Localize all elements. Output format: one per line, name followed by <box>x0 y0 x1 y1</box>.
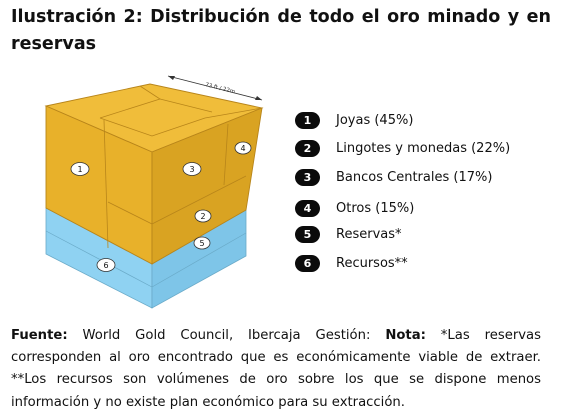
legend-badge: 3 <box>295 168 320 186</box>
reserves-layer <box>45 207 247 309</box>
legend-item-joyas: 1 Joyas (45%) <box>295 108 413 132</box>
legend-label: Reservas* <box>336 226 402 242</box>
source-label: Fuente: <box>11 328 68 343</box>
cube-marker-1: 1 <box>70 162 90 176</box>
legend-badge: 2 <box>295 139 320 157</box>
legend-badge: 4 <box>295 199 320 217</box>
legend-label: Recursos** <box>336 255 408 271</box>
legend-badge: 5 <box>295 225 320 243</box>
svg-text:5: 5 <box>199 239 204 248</box>
note-text: *Las reservas corresponden al oro encont… <box>11 328 541 410</box>
source-text: World Gold Council, Ibercaja Gestión: <box>67 328 386 343</box>
legend-badge: 6 <box>295 254 320 272</box>
svg-text:2: 2 <box>200 212 205 221</box>
source-note: Fuente: World Gold Council, Ibercaja Ges… <box>11 325 541 414</box>
figure-title: Ilustración 2: Distribución de todo el o… <box>11 7 551 54</box>
legend-label: Lingotes y monedas (22%) <box>336 140 511 156</box>
legend-badge: 1 <box>295 111 320 129</box>
legend-label: Otros (15%) <box>336 200 415 216</box>
legend-item-lingotes: 2 Lingotes y monedas (22%) <box>295 136 510 160</box>
gold-cube <box>44 83 264 265</box>
legend-item-reservas: 5 Reservas* <box>295 222 402 246</box>
dimension-label: 73 ft / 22m <box>205 82 236 95</box>
cube-marker-3: 3 <box>182 162 202 176</box>
legend-item-bancos: 3 Bancos Centrales (17%) <box>295 165 492 189</box>
legend-label: Joyas (45%) <box>336 112 414 128</box>
legend-label: Bancos Centrales (17%) <box>336 169 493 185</box>
legend-item-otros: 4 Otros (15%) <box>295 196 414 220</box>
svg-text:3: 3 <box>189 165 194 174</box>
legend-item-recursos: 6 Recursos** <box>295 251 408 275</box>
note-label: Nota: <box>385 328 426 343</box>
cube-marker-6: 6 <box>96 258 116 272</box>
svg-text:4: 4 <box>240 144 245 153</box>
cube-marker-4: 4 <box>234 141 252 155</box>
svg-text:1: 1 <box>77 165 82 174</box>
cube-marker-5: 5 <box>193 236 211 250</box>
svg-text:6: 6 <box>103 261 108 270</box>
cube-marker-2: 2 <box>194 209 212 223</box>
